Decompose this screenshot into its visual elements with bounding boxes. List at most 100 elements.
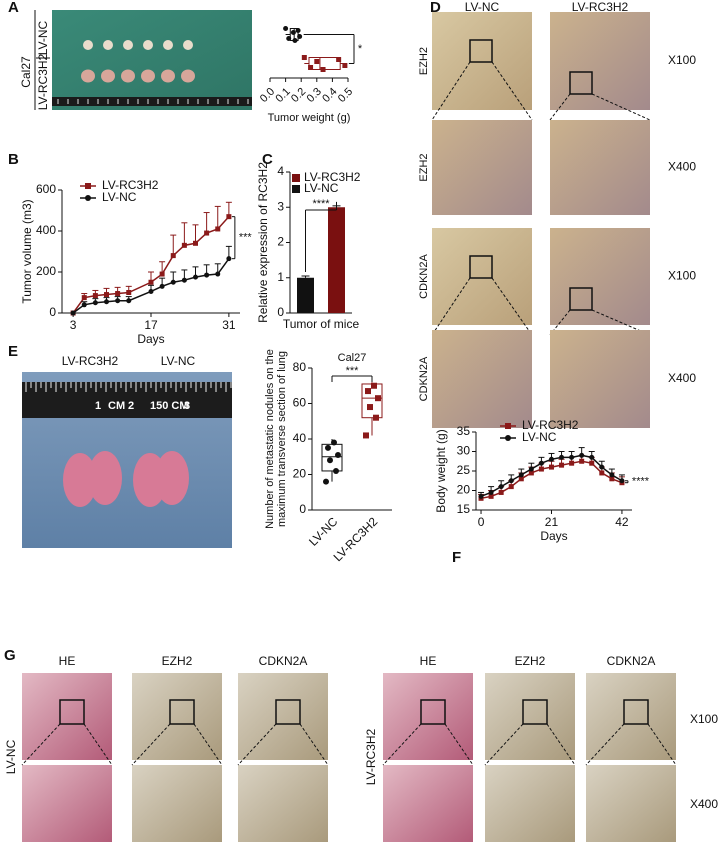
zoom-box: [623, 699, 649, 725]
tumor: [143, 40, 153, 50]
histology-image: [132, 673, 222, 760]
panel-label: G: [4, 647, 16, 664]
marker: [373, 414, 379, 421]
stain-label: EZH2: [162, 654, 193, 668]
panel-label: E: [8, 343, 18, 360]
marker: [286, 36, 292, 41]
marker: [283, 26, 289, 31]
zoom-line: [431, 277, 471, 336]
marker: [548, 456, 554, 462]
marker: [538, 466, 544, 472]
zoom-box: [569, 71, 593, 95]
ruler-label: 2: [128, 400, 134, 412]
ihc-image: [550, 120, 650, 215]
group-label: LV-NC: [4, 739, 18, 774]
marker: [148, 288, 154, 294]
marker: [104, 299, 109, 305]
x-tick-label: 21: [545, 515, 559, 529]
y-tick-label: 600: [36, 182, 56, 196]
marker: [70, 310, 76, 316]
marker: [325, 444, 331, 451]
zoom-line: [237, 723, 277, 766]
marker: [335, 451, 341, 458]
marker: [589, 460, 595, 466]
marker: [528, 470, 534, 476]
ruler-label: 150 CM: [150, 400, 189, 412]
x-tick-label: 31: [222, 318, 236, 332]
marker: [226, 214, 232, 220]
magnification-label: X100: [668, 269, 696, 283]
zoom-line: [491, 277, 533, 336]
ruler: [22, 382, 232, 418]
marker: [367, 404, 373, 411]
significance: ***: [239, 232, 253, 244]
zoom-line: [382, 723, 422, 766]
x-tick-label: LV-RC3H2: [331, 514, 381, 564]
marker: [301, 55, 307, 60]
histology-image: [383, 765, 473, 842]
zoom-box: [469, 255, 493, 279]
marker: [518, 472, 524, 478]
stain-label: EZH2: [418, 47, 430, 75]
marker: [115, 298, 121, 304]
tumor: [101, 69, 115, 83]
magnification-label: X100: [690, 712, 718, 726]
y-tick-label: 200: [36, 264, 56, 278]
marker: [518, 476, 524, 482]
x-axis-label: Days: [540, 529, 567, 543]
group-label: LV-NC: [36, 20, 50, 55]
column-label: LV-NC: [465, 0, 500, 14]
marker: [181, 242, 187, 248]
marker: [193, 240, 198, 246]
zoom-box: [469, 39, 493, 63]
tumor: [83, 40, 93, 50]
stain-label: CDKN2A: [607, 654, 656, 668]
group-label: LV-RC3H2: [62, 354, 119, 368]
marker: [559, 454, 565, 460]
y-axis-label: Tumor volume (m3): [20, 199, 34, 303]
panel-label: F: [452, 549, 461, 566]
histology-image: [132, 765, 222, 842]
tumor: [81, 69, 95, 83]
histology-image: [238, 673, 328, 760]
legend-label: LV-NC: [102, 190, 137, 204]
histology-image: [485, 765, 575, 842]
y-axis-label: maximum transverse section of lung: [276, 351, 288, 527]
zoom-line: [491, 61, 533, 121]
marker: [204, 272, 210, 278]
stain-label: EZH2: [515, 654, 546, 668]
zoom-box: [169, 699, 195, 725]
lung: [88, 451, 122, 505]
histology-image: [586, 673, 676, 760]
marker: [297, 34, 303, 39]
x-tick-label: LV-NC: [306, 514, 340, 548]
stain-label: CDKN2A: [418, 254, 430, 299]
tumor: [181, 69, 195, 83]
marker: [226, 256, 232, 262]
zoom-line: [431, 61, 471, 121]
marker: [371, 382, 377, 389]
significance: *: [358, 43, 363, 55]
marker: [92, 293, 98, 299]
marker: [488, 493, 494, 499]
marker: [181, 277, 187, 283]
x-tick-label: 0.5: [336, 86, 355, 105]
legend-label: LV-RC3H2: [522, 418, 579, 432]
marker: [126, 298, 132, 304]
group-label: LV-RC3H2: [36, 53, 50, 110]
legend-label: LV-RC3H2: [304, 170, 361, 184]
histology-image: [383, 673, 473, 760]
y-tick-label: 40: [293, 431, 307, 445]
tumor-photo: [52, 10, 252, 110]
marker: [609, 476, 615, 482]
y-tick-label: 4: [277, 164, 284, 178]
lung: [63, 453, 97, 507]
histology-image: [586, 765, 676, 842]
y-axis-label: Body weight (g): [434, 429, 448, 512]
marker: [92, 300, 98, 306]
marker: [323, 478, 329, 485]
zoom-line: [193, 723, 223, 766]
marker: [148, 279, 154, 285]
stain-label: HE: [59, 654, 76, 668]
